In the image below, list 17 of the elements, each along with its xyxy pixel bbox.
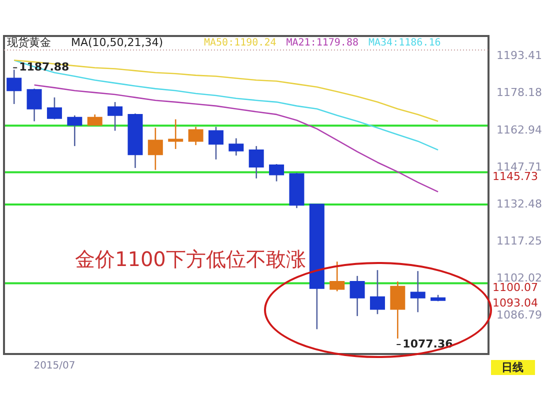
y-tick-label: 1178.18	[496, 86, 542, 100]
text: MA50:1190.24	[204, 38, 276, 49]
y-tick-label: 1162.94	[496, 123, 542, 136]
text: MA34:1186.16	[368, 38, 441, 49]
y-tick-label: 1132.48	[496, 197, 542, 210]
x-tick-label: 2015/07	[34, 360, 76, 372]
y-tick-label: 1086.79	[496, 308, 542, 322]
y-tick-label: 1193.41	[496, 49, 542, 62]
text: MA21:1179.88	[286, 38, 358, 49]
text: 1093.04	[492, 296, 538, 310]
annotation: 1077.36	[402, 337, 454, 350]
ref-line-label: 1145.73	[492, 170, 538, 184]
chart-title: 现货黄金	[7, 36, 51, 49]
y-tick-label: 1117.25	[496, 234, 542, 248]
text: 日线	[490, 360, 534, 375]
chart-subtitle: MA(10,50,21,34)	[71, 36, 164, 49]
annotation: 金价1100下方低位不敢涨	[75, 246, 306, 273]
